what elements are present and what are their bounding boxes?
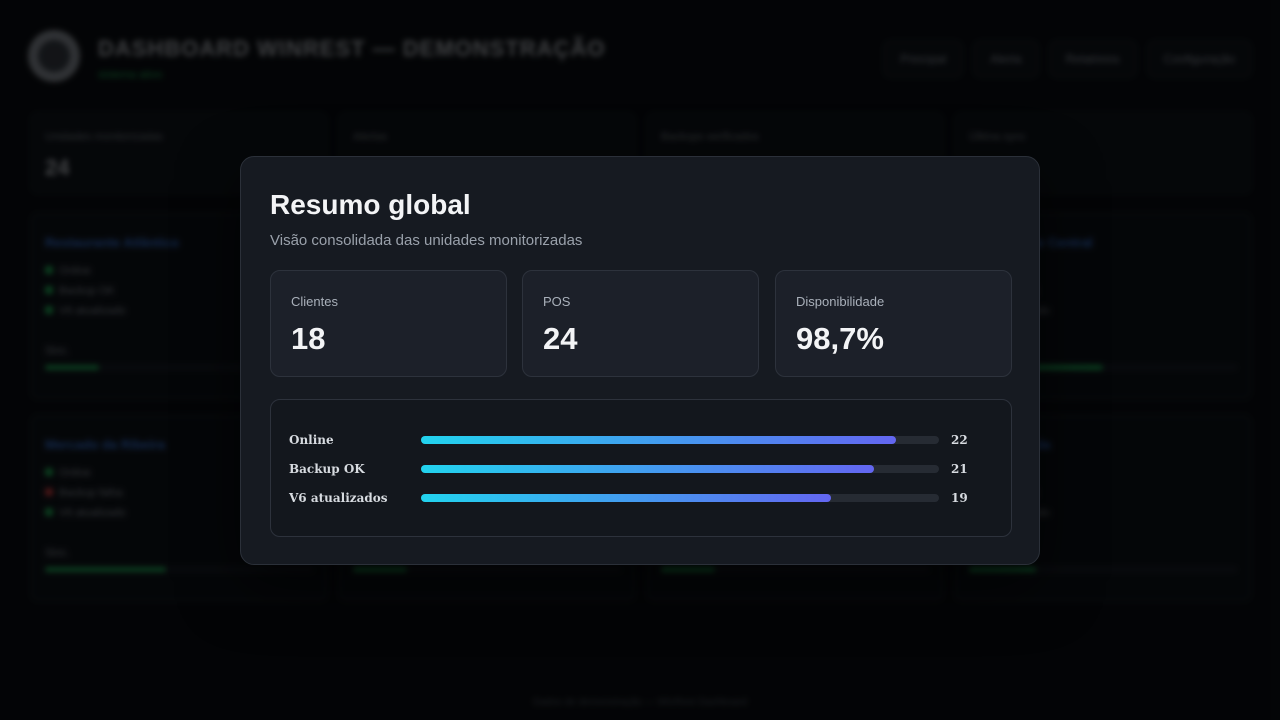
stat-label: Disponibilidade xyxy=(796,294,885,309)
status-dot xyxy=(45,468,53,476)
unit-card-title: Mercado da Ribeira xyxy=(45,437,165,452)
nav-alerta[interactable]: Alerta xyxy=(973,40,1039,78)
stat-value: 18 xyxy=(291,321,326,356)
status-dot xyxy=(45,266,53,274)
app-title: DASHBOARD WINREST — DEMONSTRAÇÃO xyxy=(98,36,606,61)
progress-fill xyxy=(421,436,896,444)
progress-fill xyxy=(421,494,832,502)
progress-label: Online xyxy=(289,433,334,447)
unit-card-title: Restaurante Atlântico xyxy=(45,235,179,250)
page-footer: Dados de demonstração — WinRest Dashboar… xyxy=(533,697,747,708)
progress-row-online: Online 22 xyxy=(289,430,993,450)
progress-label: Backup OK xyxy=(289,462,365,476)
progress-track xyxy=(421,436,939,444)
summary-modal: Resumo global Visão consolidada das unid… xyxy=(240,156,1040,565)
app-logo xyxy=(28,30,80,82)
progress-track xyxy=(421,494,939,502)
nav-relatorios[interactable]: Relatórios xyxy=(1048,40,1137,78)
app-header: DASHBOARD WINREST — DEMONSTRAÇÃO sistema… xyxy=(0,0,1280,110)
unit-card-bar xyxy=(45,365,313,370)
status-dot xyxy=(45,508,53,516)
progress-track xyxy=(421,465,939,473)
progress-fill xyxy=(421,465,875,473)
stat-card-disponibilidade: Disponibilidade 98,7% xyxy=(775,270,1012,377)
stat-value: 24 xyxy=(543,321,578,356)
unit-card-bar xyxy=(45,567,313,572)
app-status: sistema ativo xyxy=(98,69,163,81)
status-dot xyxy=(45,286,53,294)
unit-card-bar xyxy=(353,567,621,572)
stat-card-clientes: Clientes 18 xyxy=(270,270,507,377)
unit-card-bar xyxy=(969,567,1237,572)
progress-panel: Online 22 Backup OK 21 V6 atualizados 19 xyxy=(270,399,1012,537)
modal-title: Resumo global xyxy=(270,189,471,220)
top-nav: Principal Alerta Relatórios Configuração xyxy=(883,40,1252,78)
progress-label: V6 atualizados xyxy=(289,491,388,505)
stat-card-pos: POS 24 xyxy=(522,270,759,377)
unit-card-row: V6 atualizado xyxy=(45,305,126,317)
stat-label: Clientes xyxy=(291,294,338,309)
unit-card-row: Online xyxy=(45,467,91,479)
unit-card-bar xyxy=(661,567,929,572)
progress-value: 21 xyxy=(951,462,968,476)
unit-card-footer: Sinc. xyxy=(45,345,70,357)
progress-row-v6: V6 atualizados 19 xyxy=(289,488,993,508)
stat-value: 98,7% xyxy=(796,321,884,356)
nav-configuracao[interactable]: Configuração xyxy=(1146,40,1252,78)
unit-card-row: Backup falha xyxy=(45,487,123,499)
progress-row-backup: Backup OK 21 xyxy=(289,459,993,479)
modal-subtitle: Visão consolidada das unidades monitoriz… xyxy=(270,232,583,249)
progress-value: 19 xyxy=(951,491,968,505)
stat-label: POS xyxy=(543,294,571,309)
unit-card-row: Online xyxy=(45,265,91,277)
status-dot xyxy=(45,306,53,314)
unit-card-row: V6 atualizado xyxy=(45,507,126,519)
unit-card-row: Backup OK xyxy=(45,285,115,297)
nav-principal[interactable]: Principal xyxy=(883,40,964,78)
status-dot xyxy=(45,488,53,496)
unit-card-footer: Sinc. xyxy=(45,547,70,559)
progress-value: 22 xyxy=(951,433,968,447)
